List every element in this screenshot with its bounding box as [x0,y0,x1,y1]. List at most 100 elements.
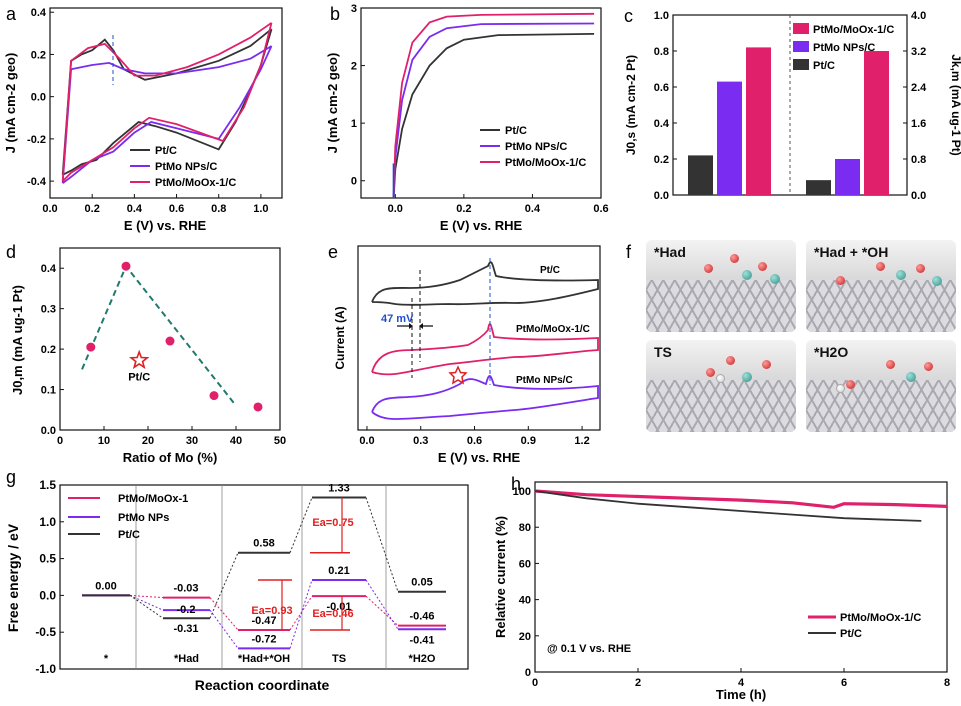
curve-label-ptc-e: Pt/C [540,265,560,276]
plot-frame-a [49,7,283,199]
panel-d: d 0 10 20 30 40 50 0.0 0.1 0.2 0.3 0.4 Pt/C Ratio … [6,242,286,465]
bar-left-1 [717,81,742,195]
oxygen-atom [876,262,885,271]
legend-c-ptc: Pt/C [813,60,835,72]
data-point-4 [253,402,263,412]
legend-h-ptc: Pt/C [840,628,862,640]
y-tick-label-left: 1.0 [654,10,669,22]
connector-moox-1 [209,597,239,631]
scatter-marks-d: Pt/C [81,261,263,412]
slab-had [646,280,796,332]
cv-ptmo-e [371,375,599,420]
y-tick-label-right: 1.6 [911,118,926,130]
xlabel-h: Time (h) [716,687,766,702]
x-tick-label: 0.0 [359,435,374,447]
legend-swatch-ptmo-c [793,41,809,52]
plot-frame-e [357,245,601,431]
connector-ptmo-2 [289,579,313,649]
x-tick-label: 0.4 [127,203,143,215]
y-tick-label: 0.0 [41,425,56,437]
legend-g-ptc: Pt/C [118,529,140,541]
data-point-1 [121,261,131,271]
series-lines-b [392,12,595,199]
ea-label-3: Ea=0.46 [312,608,353,620]
energy-label-ptc-4: 0.05 [411,577,432,589]
cv-lower-2 [62,22,273,182]
annotation-h: @ 0.1 V vs. RHE [547,643,631,655]
cv-ptc-e [371,261,599,306]
x-tick-label: 0.6 [169,203,184,215]
x-tick-label: 0.6 [593,203,608,215]
panel-label-g: g [6,467,16,487]
energy-label-moox-3: -0.01 [326,601,351,613]
arrowhead-right-e [419,323,423,329]
cv-curves-e [371,261,599,420]
panel-b: b 0.0 0.2 0.4 0.6 0 1 2 3 Pt/C PtMo NPs/C PtMo/… [325,3,609,233]
y-tick-label: -0.4 [27,176,47,188]
ylabel-g: Free energy / eV [5,523,21,632]
panel-a: a 0.0 0.2 0.4 0.6 0.8 1.0 0.4 0.2 0.0 -0.2 -0.4 Pt… [3,4,283,233]
ylabel-a: J (mA cm-2 geo) [3,53,18,154]
mo-atom [896,270,906,280]
y-tick-label-left: 0.8 [654,46,669,58]
x-tick-label: 30 [186,435,198,447]
energy-label-moox-2: -0.47 [251,615,276,627]
structure-label-had-oh: *Had + *OH [814,244,889,260]
y-tick-label-left: 0.0 [654,190,669,202]
oxygen-atom [758,262,767,271]
ylabel-left-c: J0,s (mA cm-2 Pt) [624,55,638,155]
y-tick-label: 0.4 [41,263,57,275]
x-tick-label: 0.2 [85,203,100,215]
x-tick-label: 0 [532,677,538,689]
ea-label-2: Ea=0.75 [312,517,353,529]
y-tick-label: 1 [351,118,357,130]
panel-label-c: c [624,6,633,26]
x-tick-label: 50 [274,435,286,447]
data-point-2 [165,336,175,346]
y-tick-label: 2 [351,61,357,73]
x-tick-label: 0.3 [413,435,428,447]
mo-atom [742,372,752,382]
y-tick-label: 80 [519,522,531,534]
y-tick-label: 0.1 [41,385,56,397]
mo-atom [742,270,752,280]
reference-label: Pt/C [128,371,150,383]
plot-frame-d [59,247,281,431]
legend-b-ptc: Pt/C [505,125,527,137]
oxygen-atom [762,360,771,369]
energy-label-ptmo-3: 0.21 [328,565,349,577]
oxygen-atom [924,362,933,371]
reference-star [128,349,150,370]
legend-c-ptmo: PtMo NPs/C [813,42,875,54]
y-tick-label: -0.5 [35,625,56,639]
energy-label-ptmo-4: -0.46 [409,611,434,623]
x-tick-label: 0.0 [42,203,57,215]
cv-moox-e [371,323,599,376]
x-tick-label: 1.0 [253,203,268,215]
connector-ptc-0 [129,594,164,619]
legend-b-moox: PtMo/MoOx-1/C [505,157,586,169]
slab-had-oh [806,280,956,332]
y-tick-label: 0.3 [41,304,56,316]
mo-atom [932,276,942,286]
x-tick-label: 0 [57,435,63,447]
energy-label-moox-4: -0.41 [409,634,434,646]
panel-label-f: f [626,242,632,262]
oxygen-atom [706,368,715,377]
x-tick-label: 0.9 [521,435,536,447]
y-tick-label: 0.0 [39,588,56,602]
stability-curve-ptc [534,490,922,522]
x-tick-label: 8 [944,677,950,689]
connector-ptc-2 [289,497,313,553]
oxygen-atom [726,356,735,365]
structure-label-h2o: *H2O [814,344,849,360]
y-tick-label-right: 2.4 [911,82,927,94]
legend-swatch-ptc-c [793,59,809,70]
ylabel-d: J0,m (mA ug-1 Pt) [10,285,25,395]
oxygen-atom [836,276,845,285]
y-tick-label: 1.5 [39,478,56,492]
x-tick-label: 0.2 [456,203,471,215]
y-tick-label: 60 [519,558,531,570]
y-tick-label-right: 0.0 [911,190,926,202]
